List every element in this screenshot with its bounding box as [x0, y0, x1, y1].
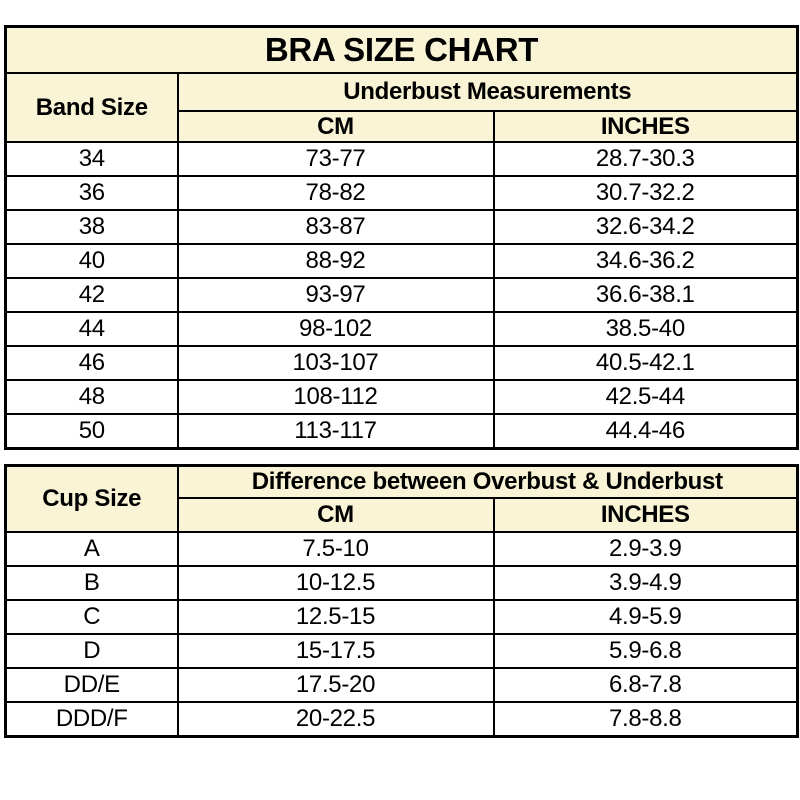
table-row: DD/E 17.5-20 6.8-7.8 — [4, 667, 799, 703]
table-row: DDD/F 20-22.5 7.8-8.8 — [4, 701, 799, 737]
band-cm-cell: 78-82 — [176, 175, 495, 211]
cup-cm-header: CM — [176, 497, 495, 533]
band-inches-header: INCHES — [492, 110, 799, 143]
cup-size-table: Cup Size Difference between Overbust & U… — [4, 463, 800, 738]
table-row: A 7.5-10 2.9-3.9 — [4, 531, 799, 567]
band-cm-cell: 93-97 — [176, 277, 495, 313]
table-row: 46 103-107 40.5-42.1 — [4, 345, 799, 381]
cup-inches-cell: 6.8-7.8 — [492, 667, 799, 703]
band-size-cell: 50 — [4, 413, 179, 449]
table-row: 34 73-77 28.7-30.3 — [4, 141, 799, 177]
table-row: 42 93-97 36.6-38.1 — [4, 277, 799, 313]
cup-size-cell: DD/E — [4, 667, 179, 703]
band-cm-cell: 98-102 — [176, 311, 495, 347]
cup-size-cell: A — [4, 531, 179, 567]
cup-inches-header: INCHES — [492, 497, 799, 533]
band-size-cell: 38 — [4, 209, 179, 245]
table-row: 48 108-112 42.5-44 — [4, 379, 799, 415]
page: BRA SIZE CHART Band Size Underbust Measu… — [4, 25, 800, 738]
cup-cm-cell: 7.5-10 — [176, 531, 495, 567]
table-row: B 10-12.5 3.9-4.9 — [4, 565, 799, 601]
band-size-cell: 40 — [4, 243, 179, 279]
band-cm-header: CM — [176, 110, 495, 143]
band-inches-cell: 30.7-32.2 — [492, 175, 799, 211]
band-header-row-2: CM INCHES — [6, 110, 799, 143]
table-row: 44 98-102 38.5-40 — [4, 311, 799, 347]
table-row: 40 88-92 34.6-36.2 — [4, 243, 799, 279]
cup-size-header: Cup Size — [4, 464, 179, 533]
band-cm-cell: 88-92 — [176, 243, 495, 279]
band-size-cell: 42 — [4, 277, 179, 313]
cup-cm-cell: 20-22.5 — [176, 701, 495, 737]
cup-cm-cell: 17.5-20 — [176, 667, 495, 703]
band-size-cell: 46 — [4, 345, 179, 381]
cup-header-row-2: CM INCHES — [6, 497, 799, 533]
band-cm-cell: 83-87 — [176, 209, 495, 245]
band-inches-cell: 44.4-46 — [492, 413, 799, 449]
cup-inches-cell: 2.9-3.9 — [492, 531, 799, 567]
chart-title: BRA SIZE CHART — [4, 25, 799, 74]
band-size-table: BRA SIZE CHART Band Size Underbust Measu… — [4, 25, 800, 450]
cup-size-cell: B — [4, 565, 179, 601]
band-inches-cell: 40.5-42.1 — [492, 345, 799, 381]
cup-size-cell: DDD/F — [4, 701, 179, 737]
band-inches-cell: 38.5-40 — [492, 311, 799, 347]
band-cm-cell: 113-117 — [176, 413, 495, 449]
band-cm-cell: 103-107 — [176, 345, 495, 381]
band-cm-cell: 108-112 — [176, 379, 495, 415]
band-inches-cell: 34.6-36.2 — [492, 243, 799, 279]
cup-inches-cell: 4.9-5.9 — [492, 599, 799, 635]
chart-title-row: BRA SIZE CHART — [4, 25, 799, 74]
band-inches-cell: 28.7-30.3 — [492, 141, 799, 177]
table-row: C 12.5-15 4.9-5.9 — [4, 599, 799, 635]
band-header-row-1: Band Size Underbust Measurements — [4, 72, 799, 143]
band-inches-cell: 42.5-44 — [492, 379, 799, 415]
cup-header-row-1: Cup Size Difference between Overbust & U… — [4, 464, 799, 533]
cup-cm-cell: 15-17.5 — [176, 633, 495, 669]
table-row: 38 83-87 32.6-34.2 — [4, 209, 799, 245]
cup-inches-cell: 3.9-4.9 — [492, 565, 799, 601]
table-row: 50 113-117 44.4-46 — [4, 413, 799, 449]
band-size-cell: 44 — [4, 311, 179, 347]
cup-size-cell: D — [4, 633, 179, 669]
band-inches-cell: 32.6-34.2 — [492, 209, 799, 245]
difference-overbust-underbust-header: Difference between Overbust & Underbust — [176, 464, 799, 499]
band-inches-cell: 36.6-38.1 — [492, 277, 799, 313]
cup-cm-cell: 10-12.5 — [176, 565, 495, 601]
band-size-header: Band Size — [4, 72, 179, 143]
band-cm-cell: 73-77 — [176, 141, 495, 177]
table-row: 36 78-82 30.7-32.2 — [4, 175, 799, 211]
band-size-cell: 34 — [4, 141, 179, 177]
cup-inches-cell: 7.8-8.8 — [492, 701, 799, 737]
band-size-cell: 36 — [4, 175, 179, 211]
cup-cm-cell: 12.5-15 — [176, 599, 495, 635]
cup-size-cell: C — [4, 599, 179, 635]
underbust-measurements-header: Underbust Measurements — [176, 72, 799, 112]
band-size-cell: 48 — [4, 379, 179, 415]
cup-inches-cell: 5.9-6.8 — [492, 633, 799, 669]
table-row: D 15-17.5 5.9-6.8 — [4, 633, 799, 669]
